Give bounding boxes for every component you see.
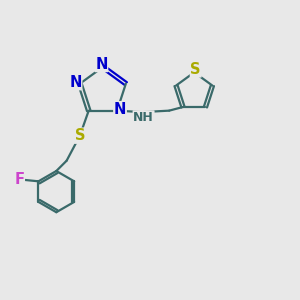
Text: F: F <box>14 172 24 187</box>
Text: S: S <box>190 62 201 77</box>
Text: N: N <box>95 56 108 71</box>
Text: N: N <box>69 75 82 90</box>
Text: N: N <box>114 102 126 117</box>
Text: S: S <box>75 128 85 143</box>
Text: NH: NH <box>133 111 154 124</box>
